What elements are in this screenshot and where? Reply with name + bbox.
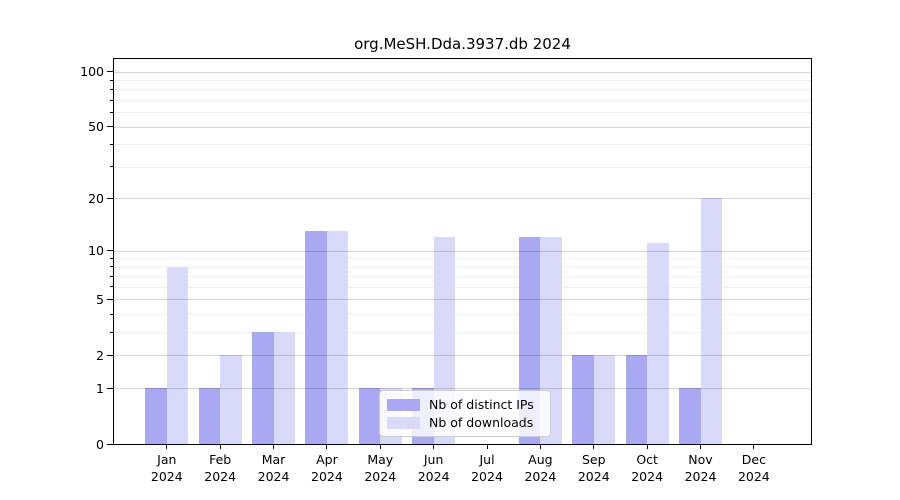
y-tick-label-10: 10 (88, 243, 104, 258)
bar-distinct-ips-may-2024 (358, 388, 381, 444)
minor-gridline-4 (114, 314, 811, 316)
legend-label-distinct-ips: Nb of distinct IPs (429, 397, 534, 412)
legend-item-distinct-ips: Nb of distinct IPs (387, 396, 541, 413)
minor-gridline-40 (114, 144, 811, 146)
x-tick-mark-mar (273, 444, 275, 449)
major-gridline-100 (114, 71, 811, 73)
minor-gridline-6 (114, 286, 811, 288)
major-gridline-2 (114, 355, 811, 357)
legend: Nb of distinct IPs Nb of downloads (379, 390, 551, 437)
y-tick-mark-100 (107, 71, 114, 73)
y-tick-label-50: 50 (88, 119, 104, 135)
minor-gridline-7 (114, 276, 811, 278)
y-tick-label-5: 5 (96, 291, 104, 307)
legend-item-downloads: Nb of downloads (387, 414, 541, 431)
legend-label-downloads: Nb of downloads (429, 415, 534, 430)
x-tick-mark-dec (753, 444, 755, 449)
minor-gridline-3 (114, 332, 811, 334)
x-tick-mark-apr (326, 444, 328, 449)
y-tick-mark-1 (107, 387, 114, 389)
y-minor-tick-mark-9 (110, 257, 114, 259)
bar-downloads-oct-2024 (647, 243, 669, 444)
y-tick-label-2: 2 (96, 347, 104, 363)
minor-gridline-70 (114, 100, 811, 102)
y-tick-mark-0 (107, 443, 114, 445)
x-tick-label-aug: Aug 2024 (524, 452, 557, 484)
y-minor-tick-mark-6 (110, 286, 114, 288)
bar-distinct-ips-jan-2024 (145, 388, 167, 444)
x-tick-mark-jun (433, 444, 435, 449)
y-tick-mark-50 (107, 126, 114, 128)
legend-swatch-distinct-ips (387, 398, 420, 411)
plot-area: Nb of distinct IPs Nb of downloads (114, 59, 811, 444)
x-tick-label-nov: Nov 2024 (684, 452, 717, 484)
chart-title: org.MeSH.Dda.3937.db 2024 (354, 35, 571, 53)
y-minor-tick-mark-90 (110, 79, 114, 81)
x-tick-label-oct: Oct 2024 (631, 452, 664, 484)
bar-downloads-feb-2024 (220, 355, 242, 444)
x-tick-label-sep: Sep 2024 (577, 452, 610, 484)
major-gridline-1 (114, 388, 811, 390)
minor-gridline-8 (114, 266, 811, 268)
x-tick-mark-aug (539, 444, 541, 449)
y-tick-label-1: 1 (96, 380, 104, 396)
bar-distinct-ips-nov-2024 (679, 388, 701, 444)
bar-downloads-sep-2024 (593, 355, 616, 444)
y-tick-mark-2 (107, 354, 114, 356)
y-tick-mark-10 (107, 250, 114, 251)
bar-downloads-nov-2024 (700, 198, 722, 444)
y-minor-tick-mark-40 (110, 143, 114, 145)
x-tick-mark-sep (593, 444, 595, 449)
minor-gridline-80 (114, 89, 811, 91)
y-tick-mark-5 (107, 298, 114, 300)
x-tick-mark-jan (166, 444, 168, 449)
major-gridline-50 (114, 126, 811, 128)
x-tick-label-jun: Jun 2024 (417, 452, 450, 484)
x-tick-mark-feb (219, 444, 221, 449)
minor-gridline-9 (114, 258, 811, 260)
x-tick-label-apr: Apr 2024 (311, 452, 343, 484)
x-tick-label-jan: Jan 2024 (150, 452, 183, 484)
y-tick-mark-20 (107, 197, 114, 199)
x-tick-mark-oct (646, 444, 648, 449)
y-minor-tick-mark-70 (110, 99, 114, 101)
x-tick-label-feb: Feb 2024 (204, 452, 237, 484)
y-minor-tick-mark-4 (110, 313, 114, 315)
x-tick-label-dec: Dec 2024 (737, 452, 770, 484)
y-tick-label-100: 100 (80, 64, 104, 80)
major-gridline-5 (114, 299, 811, 301)
y-tick-label-20: 20 (88, 190, 104, 206)
y-minor-tick-mark-3 (110, 331, 114, 333)
x-tick-label-jul: Jul 2024 (471, 452, 503, 484)
major-gridline-20 (114, 198, 811, 200)
x-tick-label-mar: Mar 2024 (257, 452, 290, 484)
bar-distinct-ips-apr-2024 (305, 231, 327, 444)
bar-downloads-apr-2024 (326, 231, 349, 444)
bar-downloads-mar-2024 (273, 332, 296, 444)
bar-distinct-ips-sep-2024 (572, 355, 594, 444)
y-minor-tick-mark-7 (110, 275, 114, 277)
major-gridline-10 (114, 250, 811, 252)
y-minor-tick-mark-60 (110, 111, 114, 113)
x-tick-label-may: May 2024 (364, 452, 397, 484)
x-tick-mark-may (379, 444, 381, 449)
y-tick-label-0: 0 (96, 436, 104, 452)
bar-distinct-ips-oct-2024 (625, 355, 648, 444)
y-minor-tick-mark-8 (110, 266, 114, 268)
x-tick-mark-nov (700, 444, 701, 449)
minor-gridline-90 (114, 80, 811, 81)
bar-downloads-jan-2024 (166, 266, 189, 444)
y-minor-tick-mark-80 (110, 88, 114, 90)
bar-distinct-ips-feb-2024 (198, 388, 221, 444)
x-tick-mark-jul (486, 444, 488, 449)
bar-distinct-ips-mar-2024 (252, 332, 274, 444)
y-minor-tick-mark-30 (110, 166, 114, 168)
minor-gridline-30 (114, 166, 811, 168)
legend-swatch-downloads (387, 416, 420, 429)
minor-gridline-60 (114, 112, 811, 114)
